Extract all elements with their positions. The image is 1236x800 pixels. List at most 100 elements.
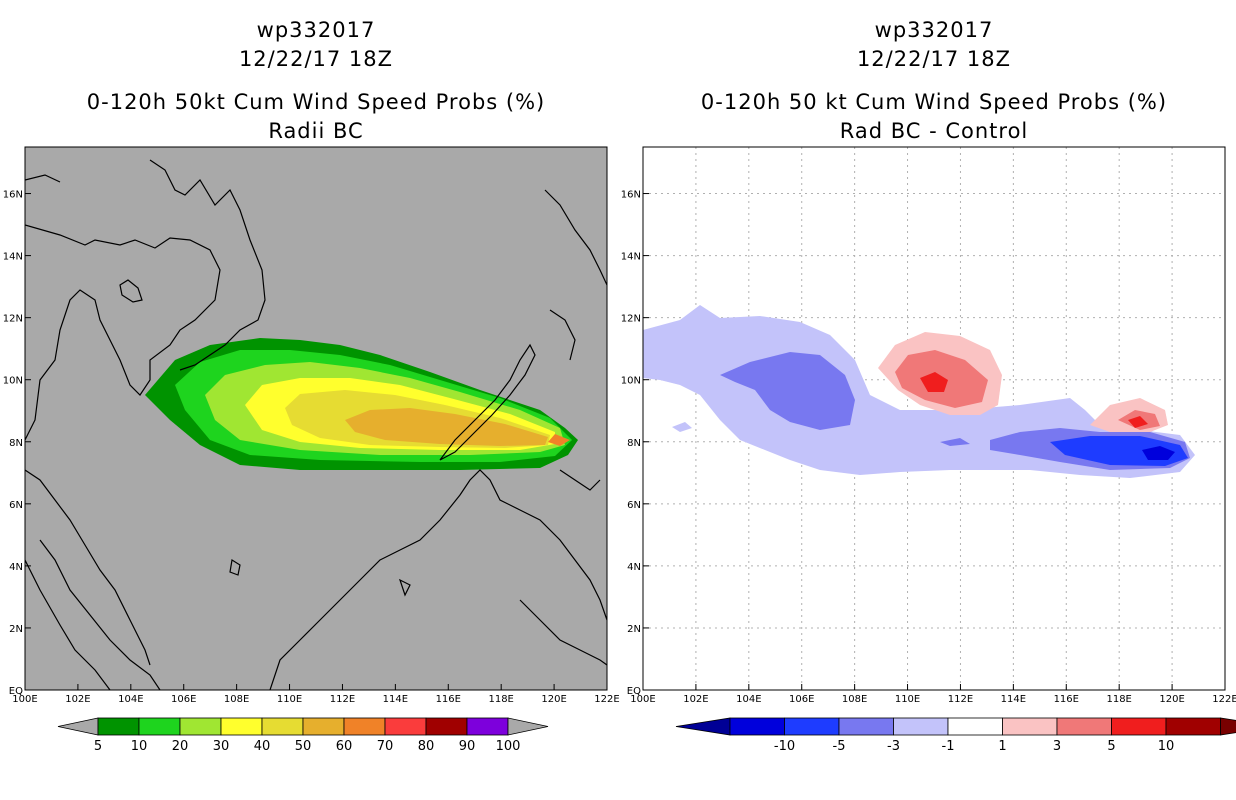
diff-pos-5	[920, 372, 948, 392]
right-subtitle-block: 0-120h 50 kt Cum Wind Speed Probs (%) Ra…	[643, 88, 1225, 146]
colorbar-label: 5	[1107, 739, 1115, 754]
lat-tick-label: 4N	[9, 562, 23, 573]
right-storm-id: wp332017	[874, 18, 994, 42]
left-colorbar: 5 10 20 30 40 50 60 70 80 90 100	[57, 717, 549, 754]
prob-band-50	[345, 408, 548, 446]
colorbar-label: 70	[377, 739, 394, 754]
left-map-frame	[24, 146, 608, 691]
lon-tick-label: 102E	[683, 694, 708, 705]
left-subtitle: Radii BC	[268, 119, 364, 143]
lon-tick-label: 122E	[594, 694, 619, 705]
colorbar-swatch	[1002, 717, 1058, 736]
lon-tick-label: 112E	[948, 694, 973, 705]
lat-tick-label: 4N	[627, 562, 641, 573]
prob-band-60	[548, 434, 570, 446]
lon-tick-label: 118E	[1106, 694, 1131, 705]
lon-tick-label: 110E	[277, 694, 302, 705]
lat-tick-label: 16N	[621, 190, 641, 201]
colorbar-swatch	[1056, 717, 1112, 736]
colorbar-low-triangle	[57, 717, 99, 736]
colorbar-label: 10	[1158, 739, 1175, 754]
colorbar-label: 1	[998, 739, 1006, 754]
lon-tick-label: 108E	[842, 694, 867, 705]
colorbar-label: -3	[887, 739, 900, 754]
colorbar-label: 20	[172, 739, 189, 754]
colorbar-swatch	[179, 717, 222, 736]
colorbar-low-triangle	[675, 717, 731, 736]
colorbar-swatch	[302, 717, 345, 736]
lat-tick-label: EQ	[627, 686, 641, 697]
colorbar-label: 100	[496, 739, 521, 754]
lon-tick-label: 114E	[1001, 694, 1026, 705]
colorbar-swatch	[1165, 717, 1221, 736]
lat-tick-label: 6N	[9, 500, 23, 511]
diff-neg-3	[720, 352, 855, 430]
lat-tick-label: 6N	[627, 500, 641, 511]
lon-tick-label: 116E	[1054, 694, 1079, 705]
right-map-panel: 100E 102E 104E 106E 108E 110E 112E 114E 116E 118E…	[621, 146, 1236, 705]
lon-tick-label: 102E	[65, 694, 90, 705]
lat-tick-label: 14N	[621, 252, 641, 263]
lat-tick-label: 10N	[3, 376, 23, 387]
right-colorbar: -10 -5 -3 -1 1 3 5 10	[675, 717, 1236, 754]
lon-tick-label: 100E	[12, 694, 37, 705]
right-map-frame	[642, 146, 1226, 691]
colorbar-swatch	[1111, 717, 1167, 736]
left-title: wp332017 12/22/17 18Z	[25, 16, 607, 74]
lon-tick-label: 122E	[1212, 694, 1236, 705]
colorbar-label: 60	[336, 739, 353, 754]
lat-tick-label: EQ	[9, 686, 23, 697]
left-map-panel: 100E 102E 104E 106E 108E 110E 112E 114E 116E 118E…	[3, 146, 620, 705]
right-axis-ticks: 100E 102E 104E 106E 108E 110E 112E 114E 116E 118E…	[621, 190, 1236, 705]
left-subtitle-block: 0-120h 50kt Cum Wind Speed Probs (%) Rad…	[25, 88, 607, 146]
lon-tick-label: 120E	[541, 694, 566, 705]
right-product: 0-120h 50 kt Cum Wind Speed Probs (%)	[700, 90, 1168, 114]
colorbar-swatch	[838, 717, 894, 736]
lat-tick-label: 14N	[3, 252, 23, 263]
colorbar-label: -1	[942, 739, 955, 754]
colorbar-swatch	[784, 717, 840, 736]
lon-tick-label: 112E	[330, 694, 355, 705]
diff-neg-1-island	[672, 422, 692, 432]
colorbar-high-triangle	[1220, 717, 1236, 736]
colorbar-swatch	[466, 717, 509, 736]
right-difference-shading	[643, 305, 1195, 478]
colorbar-swatch	[138, 717, 181, 736]
colorbar-swatch	[425, 717, 468, 736]
lon-tick-label: 106E	[171, 694, 196, 705]
colorbar-swatch	[261, 717, 304, 736]
colorbar-swatch	[384, 717, 427, 736]
lon-tick-label: 104E	[118, 694, 143, 705]
lon-tick-label: 100E	[630, 694, 655, 705]
colorbar-swatch	[97, 717, 140, 736]
colorbar-swatch	[729, 717, 785, 736]
diff-pos-5-east	[1128, 416, 1148, 428]
left-storm-id: wp332017	[256, 18, 376, 42]
colorbar-swatch	[947, 717, 1003, 736]
lat-tick-label: 16N	[3, 190, 23, 201]
lat-tick-label: 12N	[3, 314, 23, 325]
right-subtitle: Rad BC - Control	[839, 119, 1029, 143]
colorbar-label: 30	[213, 739, 230, 754]
lat-tick-label: 10N	[621, 376, 641, 387]
colorbar-label: 3	[1053, 739, 1061, 754]
colorbar-swatch	[220, 717, 263, 736]
colorbar-label: 5	[94, 739, 102, 754]
colorbar-label: 90	[459, 739, 476, 754]
lon-tick-label: 106E	[789, 694, 814, 705]
lon-tick-label: 110E	[895, 694, 920, 705]
lat-tick-label: 8N	[627, 438, 641, 449]
lon-tick-label: 114E	[383, 694, 408, 705]
right-datetime: 12/22/17 18Z	[856, 47, 1012, 71]
colorbar-label: -5	[833, 739, 846, 754]
colorbar-swatch	[343, 717, 386, 736]
right-title: wp332017 12/22/17 18Z	[643, 16, 1225, 74]
colorbar-high-triangle	[507, 717, 549, 736]
colorbar-label: 10	[131, 739, 148, 754]
colorbar-label: 40	[254, 739, 271, 754]
lat-tick-label: 2N	[627, 624, 641, 635]
colorbar-label: 80	[418, 739, 435, 754]
left-product: 0-120h 50kt Cum Wind Speed Probs (%)	[86, 90, 546, 114]
lon-tick-label: 104E	[736, 694, 761, 705]
